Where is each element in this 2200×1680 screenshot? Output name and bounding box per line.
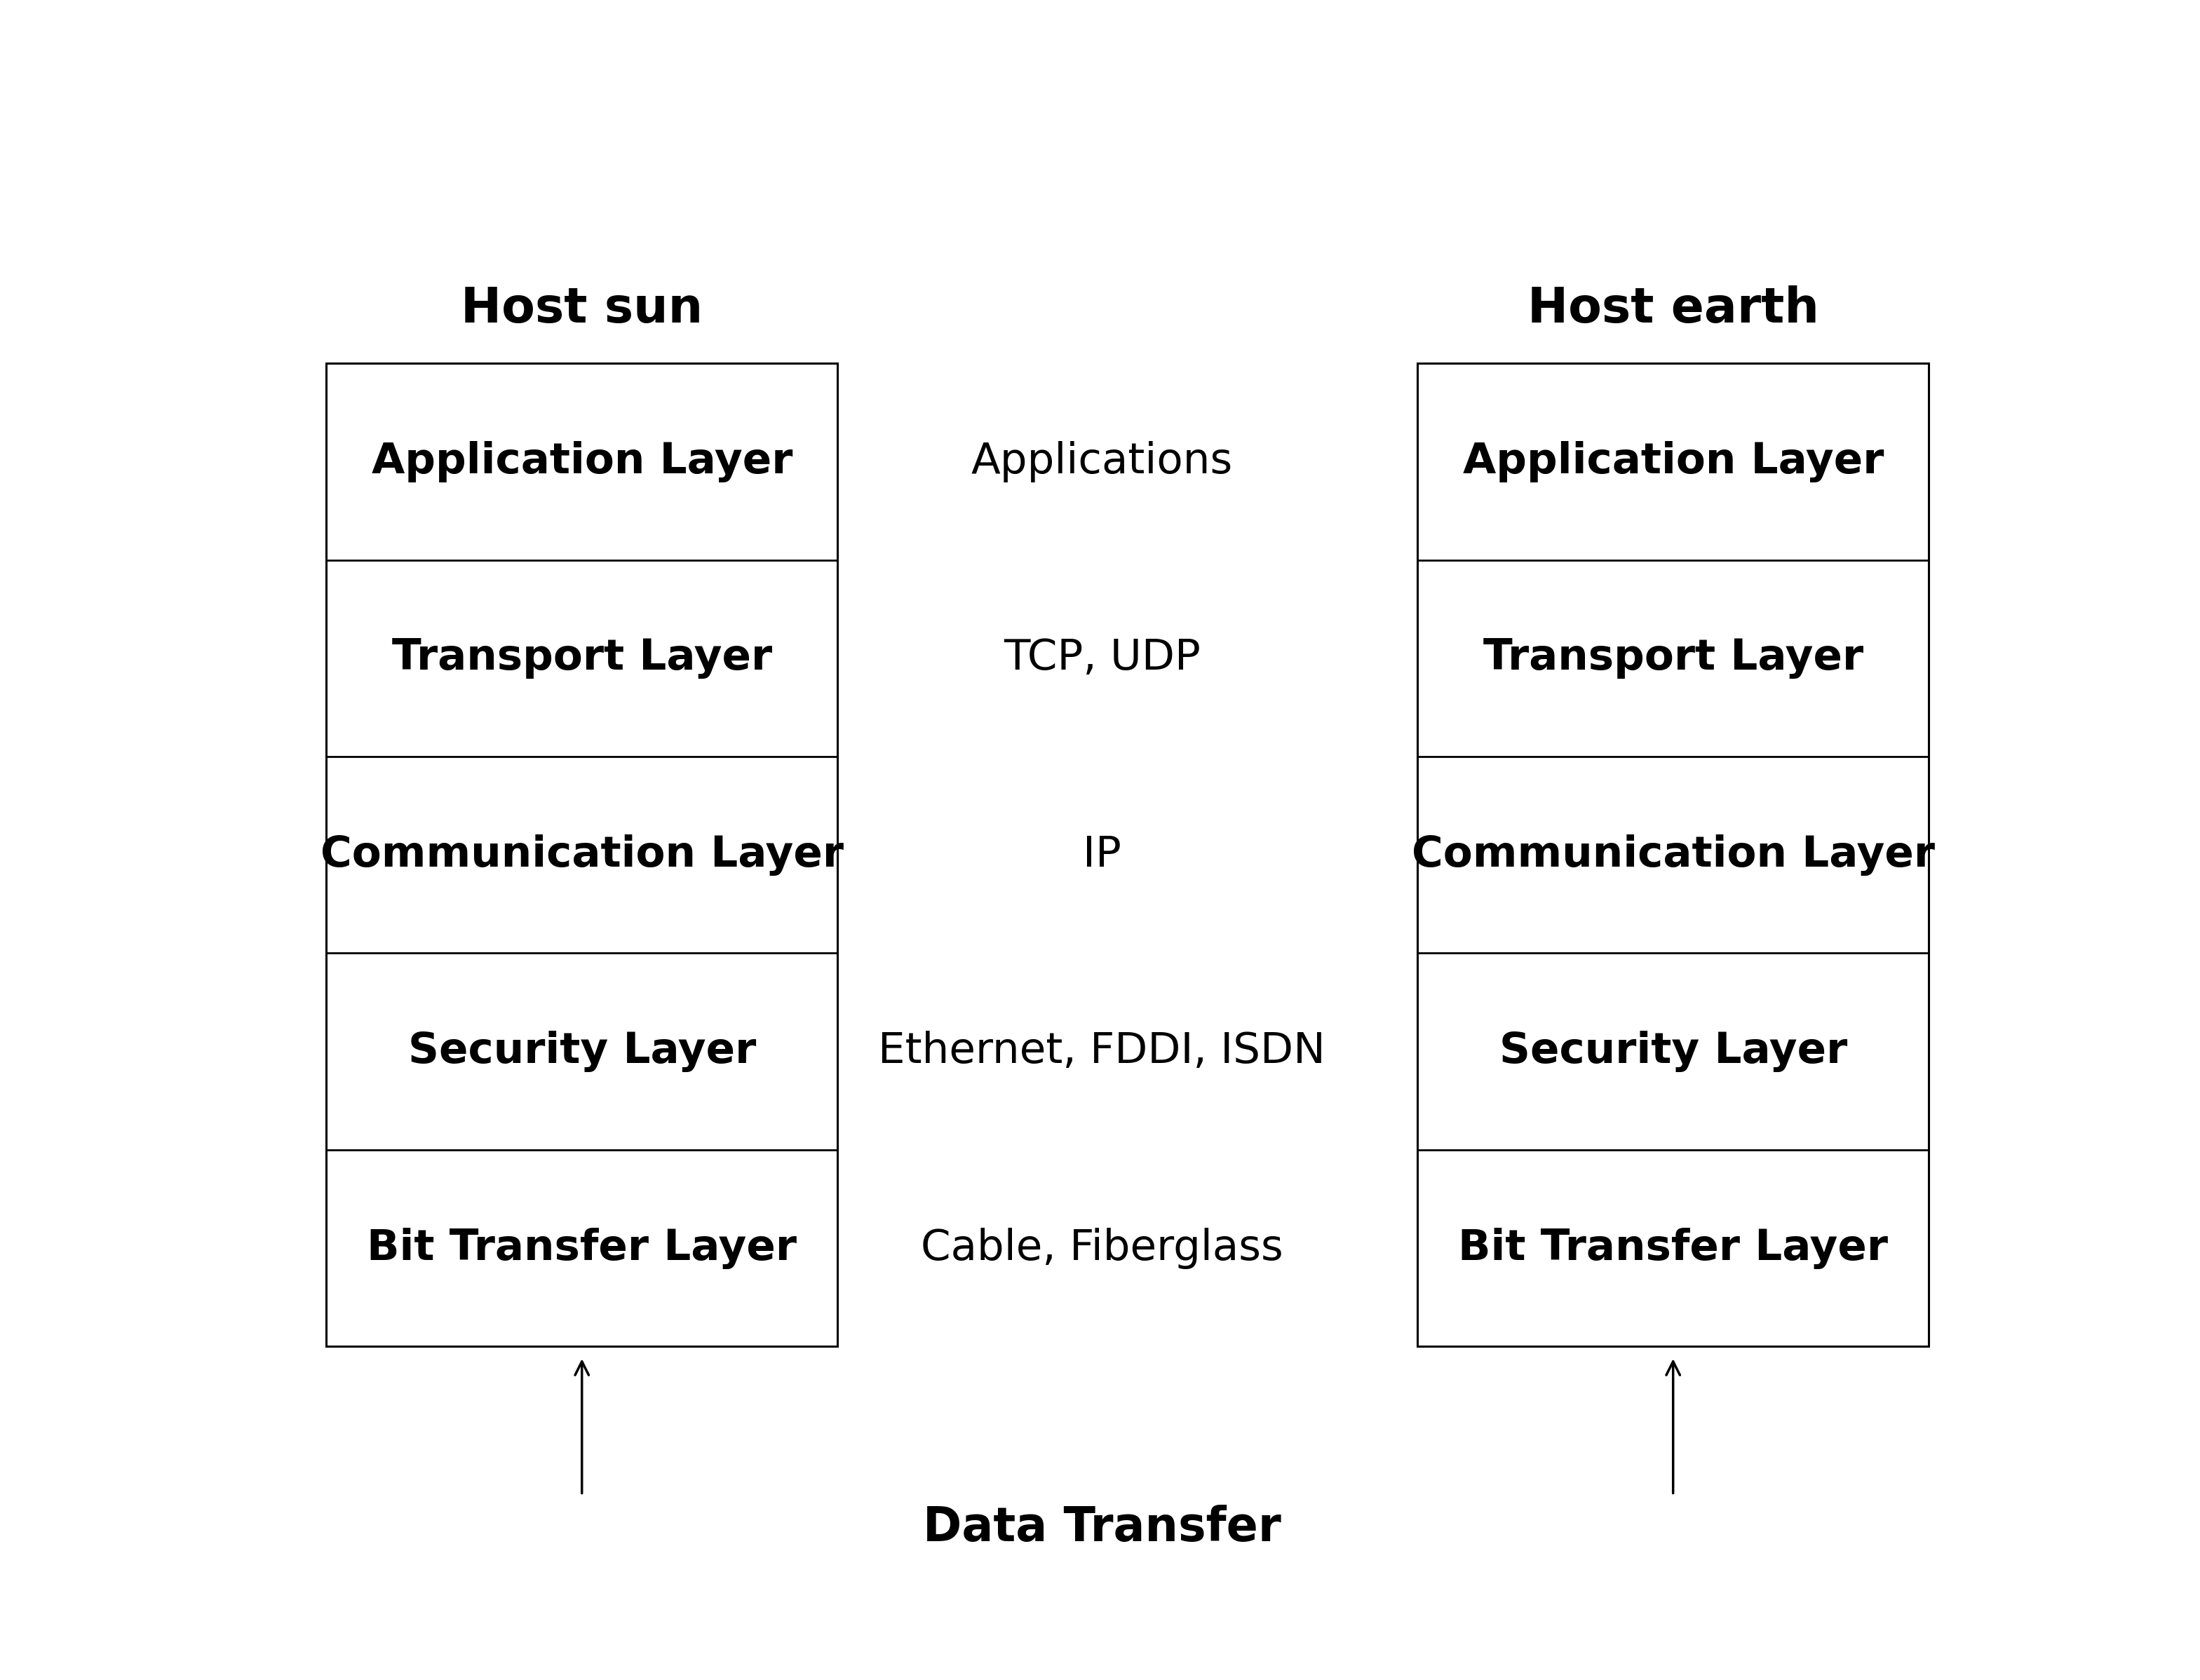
Text: TCP, UDP: TCP, UDP bbox=[1003, 637, 1201, 679]
Text: IP: IP bbox=[1082, 835, 1122, 875]
Text: Ethernet, FDDI, ISDN: Ethernet, FDDI, ISDN bbox=[878, 1032, 1327, 1072]
Text: Application Layer: Application Layer bbox=[1463, 440, 1883, 482]
Text: Security Layer: Security Layer bbox=[407, 1032, 757, 1072]
Text: Data Transfer: Data Transfer bbox=[922, 1504, 1280, 1551]
Bar bbox=[1417, 363, 1929, 1346]
Text: Transport Layer: Transport Layer bbox=[1483, 637, 1863, 679]
Bar bbox=[326, 363, 838, 1346]
Text: Communication Layer: Communication Layer bbox=[1412, 835, 1934, 875]
Text: Applications: Applications bbox=[970, 440, 1232, 482]
Text: Bit Transfer Layer: Bit Transfer Layer bbox=[1459, 1228, 1888, 1268]
Text: Communication Layer: Communication Layer bbox=[321, 835, 843, 875]
Text: Security Layer: Security Layer bbox=[1498, 1032, 1848, 1072]
Text: Host earth: Host earth bbox=[1527, 286, 1819, 333]
Text: Application Layer: Application Layer bbox=[372, 440, 792, 482]
Text: Bit Transfer Layer: Bit Transfer Layer bbox=[367, 1228, 796, 1268]
Text: Host sun: Host sun bbox=[460, 286, 704, 333]
Text: Cable, Fiberglass: Cable, Fiberglass bbox=[922, 1228, 1283, 1268]
Text: Transport Layer: Transport Layer bbox=[392, 637, 772, 679]
